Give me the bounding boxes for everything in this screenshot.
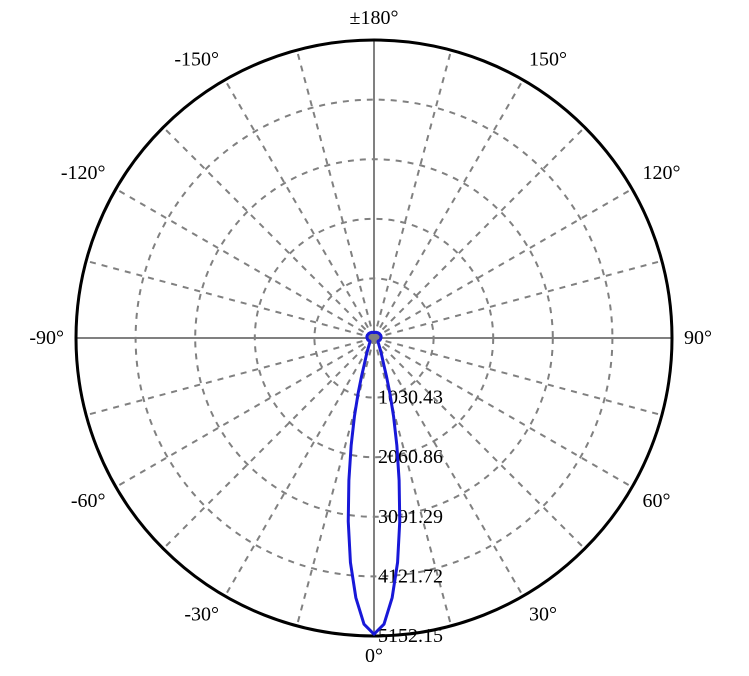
angle-tick-label: -30° <box>184 603 219 625</box>
radial-tick-label: 5152.15 <box>378 625 443 647</box>
grid-spoke <box>374 261 662 338</box>
angle-tick-label: -60° <box>71 490 106 512</box>
grid-spoke <box>374 50 451 338</box>
grid-spoke <box>374 189 632 338</box>
radial-tick-label: 3091.29 <box>378 506 443 528</box>
angle-tick-label: ±180° <box>350 7 399 29</box>
grid-spoke <box>374 80 523 338</box>
angle-tick-label: -150° <box>174 49 219 71</box>
angle-tick-label: -90° <box>29 327 64 349</box>
angle-tick-label: -120° <box>61 162 106 184</box>
grid-spoke <box>374 127 585 338</box>
angle-tick-label: 60° <box>642 490 670 512</box>
grid-spoke <box>116 189 374 338</box>
angle-tick-label: 30° <box>529 603 557 625</box>
grid-spoke <box>86 338 374 415</box>
grid-spoke <box>297 50 374 338</box>
grid-spoke <box>86 261 374 338</box>
angle-tick-label: 0° <box>365 645 383 667</box>
polar-chart: 1030.432060.863091.294121.725152.150°30°… <box>0 0 749 676</box>
radial-tick-label: 2060.86 <box>378 446 443 468</box>
grid-spoke <box>163 127 374 338</box>
grid-spoke <box>297 338 374 626</box>
angle-tick-label: 150° <box>529 49 567 71</box>
grid-spoke <box>116 338 374 487</box>
angle-tick-label: 90° <box>684 327 712 349</box>
grid-spoke <box>225 80 374 338</box>
angle-tick-label: 120° <box>642 162 680 184</box>
grid-spoke <box>163 338 374 549</box>
radial-tick-label: 4121.72 <box>378 565 443 587</box>
